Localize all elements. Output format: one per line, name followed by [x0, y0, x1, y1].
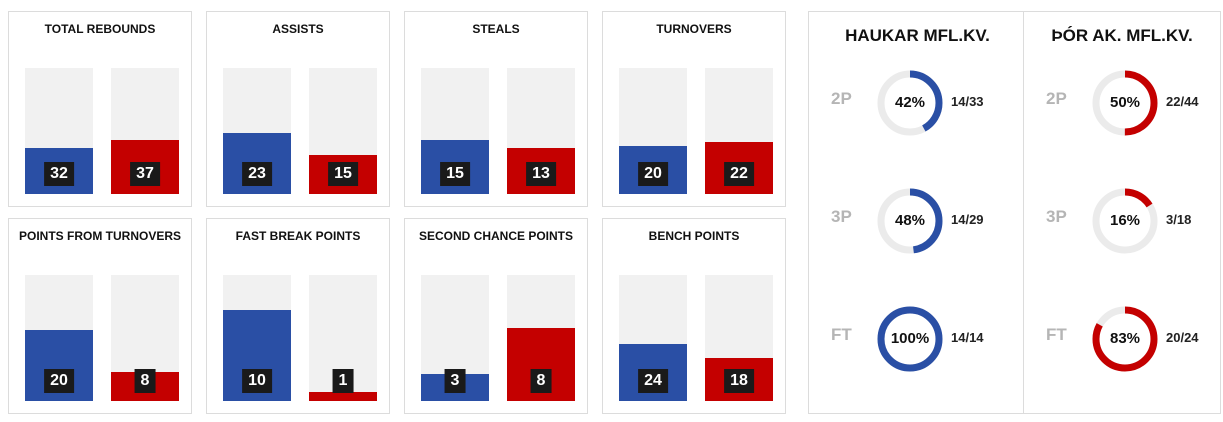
stat-card-bench-points: BENCH POINTS 24 18	[602, 218, 786, 414]
donut-arc	[877, 70, 943, 136]
shot-type-label: FT	[1046, 325, 1067, 344]
shot-donut	[877, 188, 943, 254]
shots-made-attempted: 3/18	[1166, 212, 1192, 227]
donut-arc	[877, 188, 943, 254]
stat-card-title: SECOND CHANCE POINTS	[418, 229, 573, 243]
shots-made-attempted: 14/29	[951, 212, 984, 227]
bar-value-label-away: 8	[134, 369, 156, 393]
shot-row-2p: 2P 42% 14/33	[809, 68, 1026, 138]
stat-card-turnovers: TURNOVERS 20 22	[602, 11, 786, 207]
shot-donut	[877, 70, 943, 136]
stat-card-title: ASSISTS	[272, 22, 324, 36]
bar-value-label-home: 20	[44, 369, 74, 393]
stat-card-title: POINTS FROM TURNOVERS	[18, 229, 181, 243]
shot-type-label: 3P	[1046, 207, 1067, 226]
bar-value-label-away: 1	[332, 369, 354, 393]
team-name: HAUKAR MFL.KV.	[845, 26, 990, 45]
shot-type-label: 2P	[1046, 89, 1067, 108]
shots-made-attempted: 14/33	[951, 94, 984, 109]
shot-percentage: 48%	[894, 212, 926, 229]
stat-card-assists: ASSISTS 23 15	[206, 11, 390, 207]
team-name: ÞÓR AK. MFL.KV.	[1051, 26, 1193, 45]
shot-type-label: FT	[831, 325, 852, 344]
bar-value-label-away: 13	[526, 162, 556, 186]
donut-arc	[1092, 70, 1158, 136]
bar-value-label-home: 3	[444, 369, 466, 393]
donut-arc	[1092, 306, 1158, 372]
bar-value-label-home: 24	[638, 369, 668, 393]
shot-donut	[1092, 70, 1158, 136]
bar-value-label-home: 15	[440, 162, 470, 186]
shot-row-3p: 3P 48% 14/29	[809, 186, 1026, 256]
donut-arc	[877, 306, 943, 372]
stat-card-title: STEALS	[472, 22, 520, 36]
shot-type-label: 2P	[831, 89, 852, 108]
shot-percentage: 83%	[1109, 330, 1141, 347]
bar-value-label-away: 22	[724, 162, 754, 186]
team-shooting-card-home: HAUKAR MFL.KV. 2P 42% 14/33 3P 48% 14/29…	[808, 11, 1027, 414]
shot-row-3p: 3P 16% 3/18	[1024, 186, 1220, 256]
bar-value-label-home: 23	[242, 162, 272, 186]
shot-percentage: 100%	[890, 330, 930, 347]
stat-card-second-chance-points: SECOND CHANCE POINTS 3 8	[404, 218, 588, 414]
bar-away	[309, 391, 377, 401]
shot-row-ft: FT 100% 14/14	[809, 304, 1026, 374]
bar-track-away	[507, 275, 575, 401]
stat-card-title: FAST BREAK POINTS	[235, 229, 361, 243]
shot-donut	[1092, 188, 1158, 254]
bar-value-label-away: 18	[724, 369, 754, 393]
shots-made-attempted: 22/44	[1166, 94, 1199, 109]
donut-arc	[1092, 188, 1158, 254]
bar-value-label-away: 15	[328, 162, 358, 186]
shot-type-label: 3P	[831, 207, 852, 226]
shot-donut	[1092, 306, 1158, 372]
stat-card-title: TOTAL REBOUNDS	[44, 22, 156, 36]
bar-value-label-away: 37	[130, 162, 160, 186]
shot-row-ft: FT 83% 20/24	[1024, 304, 1220, 374]
shots-made-attempted: 20/24	[1166, 330, 1199, 345]
stat-card-points-from-turnovers: POINTS FROM TURNOVERS 20 8	[8, 218, 192, 414]
shot-percentage: 16%	[1109, 212, 1141, 229]
shot-percentage: 42%	[894, 94, 926, 111]
shot-row-2p: 2P 50% 22/44	[1024, 68, 1220, 138]
stat-card-title: BENCH POINTS	[648, 229, 740, 243]
stat-card-steals: STEALS 15 13	[404, 11, 588, 207]
stat-card-fast-break-points: FAST BREAK POINTS 10 1	[206, 218, 390, 414]
bar-value-label-home: 20	[638, 162, 668, 186]
shots-made-attempted: 14/14	[951, 330, 984, 345]
shot-percentage: 50%	[1109, 94, 1141, 111]
shot-donut	[877, 306, 943, 372]
bar-value-label-home: 10	[242, 369, 272, 393]
team-shooting-card-away: ÞÓR AK. MFL.KV. 2P 50% 22/44 3P 16% 3/18…	[1023, 11, 1221, 414]
stat-card-total-rebounds: TOTAL REBOUNDS 32 37	[8, 11, 192, 207]
stat-card-title: TURNOVERS	[656, 22, 732, 36]
bar-value-label-away: 8	[530, 369, 552, 393]
bar-value-label-home: 32	[44, 162, 74, 186]
